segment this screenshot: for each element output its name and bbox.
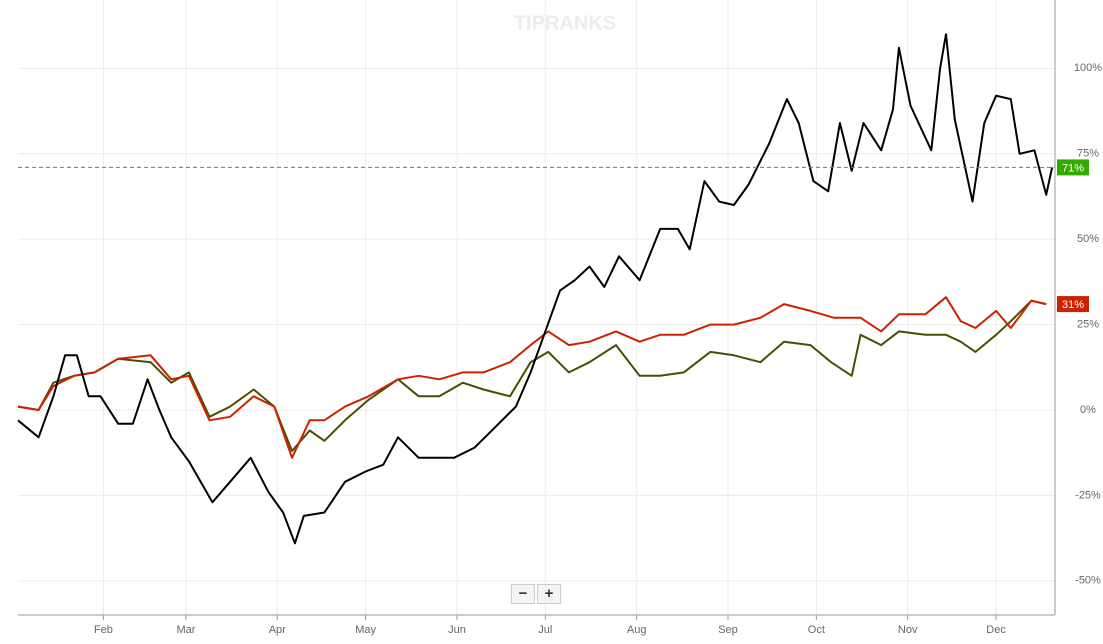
last-value-tag	[1057, 296, 1089, 313]
x-tick-label: Apr	[269, 624, 286, 636]
y-tick-label: 0%	[1080, 404, 1096, 416]
y-tick-label: -25%	[1075, 489, 1101, 501]
x-tick-label: Feb	[94, 624, 113, 636]
zoom-in-button[interactable]: +	[537, 584, 561, 604]
x-tick-label: Mar	[176, 624, 195, 636]
line-series	[17, 33, 1054, 545]
x-tick-label: Sep	[718, 624, 738, 636]
line-series	[17, 299, 1047, 452]
y-tick-label: 100%	[1074, 62, 1102, 74]
watermark: TIPRANKS	[514, 12, 616, 34]
line-series	[17, 296, 1047, 459]
x-tick-label: Nov	[898, 624, 918, 636]
x-tick-label: Jun	[448, 624, 466, 636]
last-value-label: 31%	[1062, 299, 1084, 311]
x-tick-label: Aug	[627, 624, 647, 636]
x-tick-label: May	[355, 624, 376, 636]
y-tick-label: -50%	[1075, 575, 1101, 587]
y-tick-label: 25%	[1077, 318, 1099, 330]
y-tick-label: 75%	[1077, 148, 1099, 160]
x-tick-label: Jul	[538, 624, 552, 636]
last-value-label: 71%	[1062, 162, 1084, 174]
last-value-tag	[1057, 159, 1089, 176]
x-tick-label: Dec	[986, 624, 1006, 636]
zoom-out-button[interactable]: −	[511, 584, 535, 604]
x-tick-label: Oct	[808, 624, 825, 636]
y-tick-label: 50%	[1077, 233, 1099, 245]
